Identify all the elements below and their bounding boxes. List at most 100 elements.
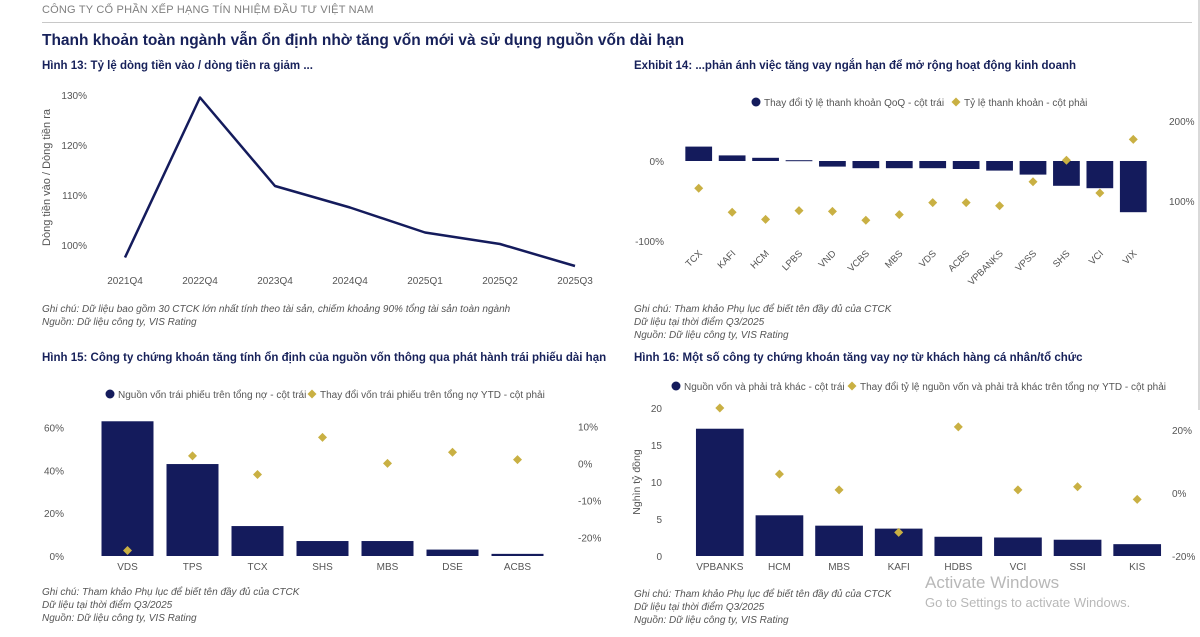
chart14-diamond bbox=[928, 198, 938, 208]
chart16-diamond bbox=[834, 485, 844, 495]
chart15-note: Ghi chú: Tham khảo Phụ lục để biết tên đ… bbox=[42, 587, 300, 598]
chart14-diamond bbox=[827, 206, 837, 216]
chart15-date: Dữ liệu tại thời điểm Q3/2025 bbox=[42, 600, 173, 611]
chart14-diamond bbox=[861, 215, 871, 225]
chart16-xtick-label: MBS bbox=[828, 562, 850, 573]
chart15-left-ytick-label: 20% bbox=[44, 509, 64, 520]
chart14-diamond bbox=[995, 201, 1005, 211]
chart16-diamond bbox=[715, 403, 725, 413]
chart14-right-ytick-label: 200% bbox=[1169, 117, 1195, 128]
chart14-xtick-label: VPBANKS bbox=[966, 248, 1006, 288]
chart15-diamond bbox=[448, 447, 457, 457]
chart15-bar bbox=[296, 541, 349, 556]
chart15-right-ytick-label: -20% bbox=[578, 533, 601, 544]
chart14-bar bbox=[852, 161, 880, 169]
chart14-diamond bbox=[1028, 177, 1038, 187]
chart13-ytick-label: 100% bbox=[61, 241, 87, 252]
chart16-xtick-label: KIS bbox=[1129, 562, 1145, 573]
chart14-left-ytick-label: 0% bbox=[650, 157, 665, 168]
chart14-bar bbox=[885, 161, 913, 169]
chart14-date: Dữ liệu tại thời điểm Q3/2025 bbox=[634, 317, 765, 328]
watermark-line1: Activate Windows bbox=[925, 573, 1060, 592]
chart16-date: Dữ liệu tại thời điểm Q3/2025 bbox=[634, 602, 765, 613]
chart14-xtick-label: HCM bbox=[749, 248, 772, 271]
chart15-diamond bbox=[318, 432, 327, 442]
chart14-legend-diamond-label: Tỷ lệ thanh khoản - cột phải bbox=[964, 97, 1087, 109]
chart13-ytick-label: 110% bbox=[62, 191, 87, 202]
chart15-legend-bar-label: Nguồn vốn trái phiếu trên tổng nợ - cột … bbox=[118, 389, 306, 401]
chart15-diamond bbox=[188, 451, 197, 461]
chart14-diamond bbox=[1061, 155, 1071, 165]
scrollbar[interactable] bbox=[1198, 0, 1200, 410]
chart14-diamond bbox=[894, 210, 904, 220]
chart15-diamond bbox=[513, 455, 522, 465]
chart14-bar bbox=[1053, 161, 1080, 186]
chart15-diamond bbox=[123, 545, 132, 555]
chart16-ylabel: Nghìn tỷ đồng bbox=[631, 449, 643, 515]
chart14-diamond bbox=[761, 214, 771, 224]
chart14-xtick-label: VCBS bbox=[846, 248, 872, 274]
chart14-bar bbox=[785, 160, 813, 162]
chart16-left-ytick-label: 15 bbox=[651, 441, 663, 452]
chart16-left-ytick-label: 0 bbox=[656, 552, 662, 563]
chart14-diamond bbox=[961, 198, 971, 208]
chart16-diamond bbox=[1013, 485, 1023, 495]
chart15-right-ytick-label: 10% bbox=[578, 422, 598, 433]
chart14-legend-bar-label: Thay đổi tỷ lệ thanh khoản QoQ - cột trá… bbox=[764, 97, 944, 109]
chart14-legend-diamond-marker bbox=[951, 97, 961, 107]
chart16-bar bbox=[1053, 539, 1102, 556]
page-title: Thanh khoản toàn ngành vẫn ổn định nhờ t… bbox=[42, 32, 685, 49]
chart16-diamond bbox=[774, 469, 784, 479]
chart14-bar bbox=[685, 146, 713, 161]
chart13-title: Hình 13: Tỷ lệ dòng tiền vào / dòng tiền… bbox=[42, 60, 313, 72]
chart14-bar bbox=[1086, 161, 1114, 189]
chart14-notes: Ghi chú: Tham khảo Phụ lục để biết tên đ… bbox=[634, 303, 891, 342]
chart15-left-ytick-label: 0% bbox=[50, 552, 65, 563]
chart16-bar bbox=[934, 536, 983, 556]
chart13-ylabel: Dòng tiền vào / Dòng tiền ra bbox=[41, 108, 53, 246]
chart13-note: Ghi chú: Dữ liệu bao gồm 30 CTCK lớn nhấ… bbox=[42, 304, 511, 315]
chart16-bar bbox=[1113, 544, 1162, 556]
chart14-bar bbox=[718, 155, 746, 161]
chart14-xtick-label: SHS bbox=[1051, 248, 1073, 270]
chart15-source: Nguồn: Dữ liệu công ty, VIS Rating bbox=[42, 613, 197, 624]
chart16-diamond bbox=[1073, 482, 1083, 492]
chart16-bar bbox=[815, 525, 863, 556]
chart16-title: Hình 16: Một số công ty chứng khoán tăng… bbox=[634, 352, 1083, 364]
chart16-left-ytick-label: 10 bbox=[651, 478, 663, 489]
chart16-right-ytick-label: 0% bbox=[1172, 489, 1187, 500]
chart13-xtick-label: 2021Q4 bbox=[107, 276, 143, 287]
chart16-bar bbox=[695, 428, 744, 556]
chart13-source: Nguồn: Dữ liệu công ty, VIS Rating bbox=[42, 317, 197, 328]
chart15-xtick-label: ACBS bbox=[504, 562, 532, 573]
chart16-legend-bar-marker bbox=[671, 381, 681, 391]
chart16-left-ytick-label: 20 bbox=[651, 404, 663, 415]
chart15-legend-diamond-label: Thay đổi vốn trái phiếu trên tổng nợ YTD… bbox=[320, 389, 545, 401]
chart14-bar bbox=[952, 161, 980, 169]
chart15-legend-diamond-marker bbox=[307, 389, 317, 399]
chart15-bar bbox=[426, 549, 479, 556]
chart13-line-chart: Dòng tiền vào / Dòng tiền ra 100% 110% 120%… bbox=[41, 91, 593, 287]
chart15-combo-chart: Nguồn vốn trái phiếu trên tổng nợ - cột … bbox=[44, 389, 601, 573]
chart14-source: Nguồn: Dữ liệu công ty, VIS Rating bbox=[634, 330, 789, 341]
chart14-xtick-label: TCX bbox=[684, 248, 706, 270]
chart13-notes: Ghi chú: Dữ liệu bao gồm 30 CTCK lớn nhấ… bbox=[42, 303, 510, 329]
chart13-series-line bbox=[123, 96, 576, 268]
chart14-diamond bbox=[694, 183, 704, 193]
chart15-bar bbox=[361, 541, 414, 556]
chart13-xtick-label: 2024Q4 bbox=[332, 276, 368, 287]
chart15-right-ytick-label: -10% bbox=[578, 496, 601, 507]
chart15-bar bbox=[166, 464, 219, 556]
company-name: CÔNG TY CỔ PHẦN XẾP HẠNG TÍN NHIỆM ĐẦU T… bbox=[42, 4, 374, 16]
chart16-legend-bar-label: Nguồn vốn và phải trả khác - cột trái bbox=[684, 381, 845, 393]
chart13-xtick-label: 2025Q2 bbox=[482, 276, 518, 287]
chart16-xtick-label: VCI bbox=[1010, 562, 1027, 573]
chart14-diamond bbox=[1095, 188, 1105, 198]
chart13-xtick-label: 2025Q1 bbox=[407, 276, 443, 287]
chart16-combo-chart: Nguồn vốn và phải trả khác - cột trái Tha… bbox=[631, 381, 1195, 573]
chart15-title: Hình 15: Công ty chứng khoán tăng tính ổ… bbox=[42, 352, 607, 364]
chart15-left-ytick-label: 40% bbox=[44, 466, 64, 477]
chart16-left-ytick-label: 5 bbox=[656, 515, 662, 526]
chart15-right-ytick-label: 0% bbox=[578, 459, 593, 470]
chart15-xtick-label: MBS bbox=[377, 562, 399, 573]
